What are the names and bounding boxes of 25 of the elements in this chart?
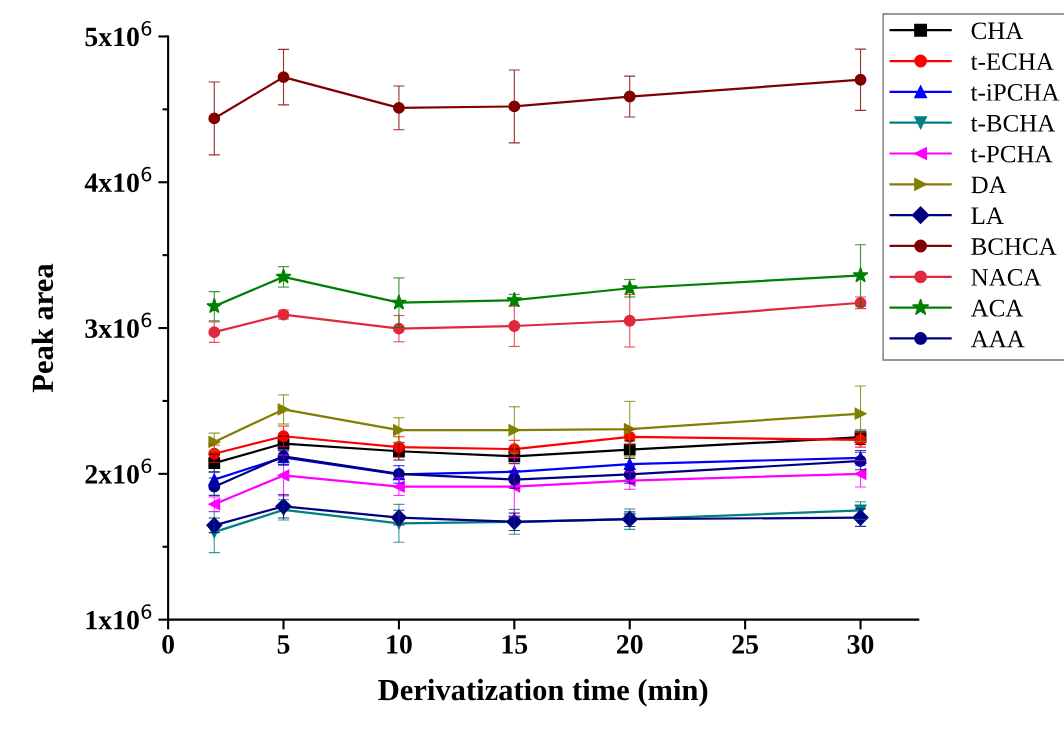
y-tick-label: 3x10$^{6}$ (85, 312, 152, 338)
legend-label: AAA (970, 330, 1025, 348)
legend-label: DA (971, 176, 1007, 194)
x-tick-label: 30 (847, 635, 874, 654)
x-tick-label: 5 (277, 635, 290, 654)
legend-label: t-ECHA (970, 53, 1054, 71)
legend-label: LA (971, 207, 1004, 224)
x-axis-title: Derivatization time (min) (378, 678, 708, 707)
legend-label: ACA (970, 299, 1024, 317)
legend-label: t-PCHA (970, 145, 1053, 163)
legend-label: t-BCHA (970, 114, 1056, 132)
y-tick-label: 4x10$^{6}$ (84, 166, 152, 193)
legend-label: NACA (971, 269, 1042, 286)
y-tick-label: 1x10$^{6}$ (86, 604, 152, 630)
x-tick-label: 15 (502, 635, 528, 654)
y-tick-label: 2x10$^{6}$ (85, 458, 152, 484)
legend-label: CHA (971, 22, 1024, 40)
x-tick-label: 0 (162, 635, 174, 654)
y-tick-label: 5x10$^{6}$ (85, 20, 152, 47)
x-tick-label: 20 (617, 635, 643, 654)
x-tick-label: 25 (732, 635, 758, 654)
x-tick-label: 10 (387, 635, 412, 654)
y-axis-title: Peak area (31, 263, 54, 393)
legend-label: t-iPCHA (970, 84, 1060, 101)
legend-label: BCHCA (971, 238, 1057, 255)
